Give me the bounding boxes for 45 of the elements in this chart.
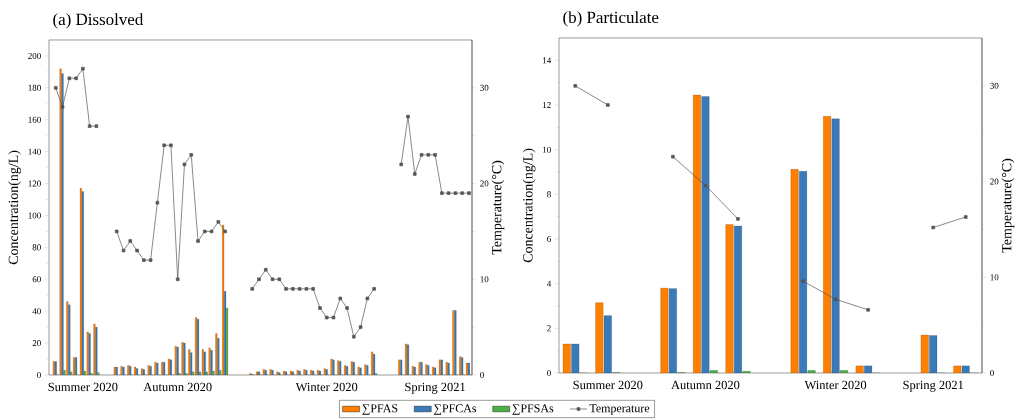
chart-title: (b) Particulate <box>563 11 659 27</box>
x-tick-label: Winter 2020 <box>804 380 867 390</box>
y-tick-label: 20 <box>32 340 41 347</box>
legend-label: ∑PFCAs <box>433 404 477 415</box>
y-tick-label: 200 <box>28 52 41 59</box>
y2-tick-label: 20 <box>480 180 489 187</box>
y-tick-label: 100 <box>28 212 41 219</box>
y2-tick-label: 0 <box>990 369 994 377</box>
y-tick-label: 10 <box>543 146 551 153</box>
y2-tick-label: 10 <box>480 276 489 283</box>
y2-tick-label: 20 <box>990 178 999 185</box>
x-tick-label: Winter 2020 <box>295 382 358 392</box>
x-tick-label: Autumn 2020 <box>671 380 740 390</box>
y-tick-label: 4 <box>546 280 552 287</box>
x-tick-label: Autumn 2020 <box>143 382 212 392</box>
legend-label: ∑PFAS <box>362 404 398 415</box>
y-axis-title: Concentration(ng/L) <box>8 150 21 265</box>
y-tick-label: 2 <box>547 325 551 332</box>
y2-tick-label: 10 <box>990 274 999 281</box>
y2-tick-label: 30 <box>480 84 489 91</box>
y-tick-label: 140 <box>28 148 41 155</box>
y-tick-label: 80 <box>32 244 41 251</box>
y-tick-label: 180 <box>28 84 41 91</box>
y2-tick-label: 0 <box>480 371 484 379</box>
y-tick-label: 120 <box>28 180 41 187</box>
y-tick-label: 6 <box>547 235 551 243</box>
y-tick-label: 160 <box>28 116 41 123</box>
legend-label: Temperature <box>589 404 650 415</box>
y-tick-label: 60 <box>32 276 41 283</box>
y2-tick-label: 30 <box>990 82 999 89</box>
y-tick-label: 0 <box>547 369 551 377</box>
x-tick-label: Spring 2021 <box>903 380 964 392</box>
x-tick-label: Summer 2020 <box>48 382 118 392</box>
chart-title: (a) Dissolved <box>53 13 144 29</box>
y2-axis-title: Temperature(°C) <box>491 160 505 255</box>
x-tick-label: Spring 2021 <box>405 382 465 394</box>
y-tick-label: 8 <box>547 191 551 198</box>
x-tick-label: Summer 2020 <box>573 380 643 390</box>
y-axis-title: Concentration(ng/L) <box>522 148 536 263</box>
y-tick-label: 0 <box>37 371 41 379</box>
legend-label: ∑PFSAs <box>512 404 554 415</box>
y2-axis-title: Temperature(°C) <box>1001 158 1015 253</box>
y-tick-label: 40 <box>32 308 41 315</box>
y-tick-label: 14 <box>543 57 552 64</box>
y-tick-label: 12 <box>543 102 551 108</box>
